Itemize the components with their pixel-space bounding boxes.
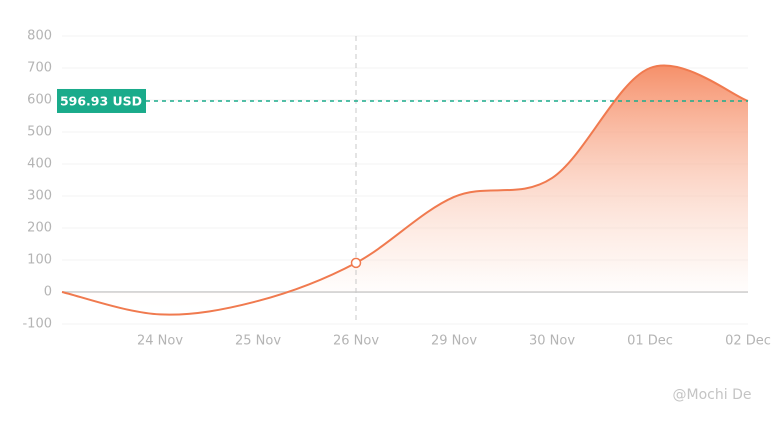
x-tick-label: 29 Nov [431,334,477,349]
watermark: @Mochi De [673,387,752,403]
y-tick-label: 500 [27,125,52,140]
line [61,64,749,316]
y-tick-label: -100 [22,317,52,332]
y-tick-label: 800 [27,29,52,44]
y-tick-label: 100 [27,253,52,268]
y-tick-label: 700 [27,61,52,76]
highlight-point [350,257,362,269]
reference-label: 596.93 USD [60,93,142,108]
y-tick-label: 300 [27,189,52,204]
area [62,65,748,315]
y-tick-label: 200 [27,221,52,236]
x-tick-label: 24 Nov [137,334,183,349]
x-tick-label: 02 Dec [725,334,771,349]
y-tick-label: 0 [44,285,52,300]
reference-label-box [57,88,146,113]
x-tick-label: 26 Nov [333,334,379,349]
x-tick-label: 25 Nov [235,334,281,349]
y-tick-label: 600 [27,93,52,108]
x-tick-label: 01 Dec [627,334,673,349]
y-tick-label: 400 [27,157,52,172]
x-tick-label: 30 Nov [529,334,575,349]
